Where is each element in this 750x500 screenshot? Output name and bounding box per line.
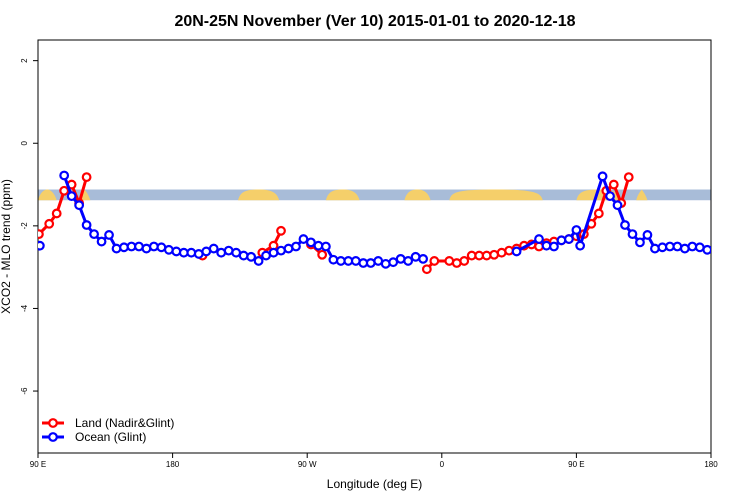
- x-axis-label: Longitude (deg E): [327, 477, 422, 491]
- data-point-ocean: [171, 246, 182, 257]
- x-tick-label: 90 E: [30, 460, 46, 469]
- data-point-ocean: [612, 200, 623, 211]
- y-tick-label: 2: [20, 58, 29, 63]
- data-point-ocean: [418, 253, 429, 264]
- data-point-ocean: [597, 171, 608, 182]
- data-point-ocean: [253, 256, 264, 266]
- legend: Land (Nadir&Glint) Ocean (Glint): [42, 416, 174, 444]
- data-point-ocean: [291, 241, 301, 252]
- legend-label-land: Land (Nadir&Glint): [75, 416, 174, 430]
- data-point-ocean: [627, 229, 638, 240]
- data-point-ocean: [388, 257, 399, 268]
- data-point-land: [317, 249, 328, 260]
- y-axis-label: XCO2 - MLO trend (ppm): [0, 179, 13, 314]
- legend-label-ocean: Ocean (Glint): [75, 430, 146, 444]
- data-point-land: [421, 264, 432, 275]
- data-point-land: [44, 218, 55, 229]
- data-point-ocean: [635, 237, 645, 248]
- x-tick-label: 180: [166, 460, 180, 469]
- chart-title: 20N-25N November (Ver 10) 2015-01-01 to …: [174, 13, 575, 30]
- data-point-ocean: [104, 230, 114, 240]
- x-tick-label: 180: [704, 460, 718, 469]
- data-point-ocean: [549, 241, 559, 252]
- data-point-land: [429, 256, 440, 266]
- data-point-land: [59, 185, 70, 196]
- y-tick-label: -6: [20, 387, 29, 395]
- legend-swatch-land-marker: [48, 418, 58, 428]
- data-point-ocean: [96, 236, 107, 247]
- y-tick-label: 0: [20, 140, 29, 145]
- series-layer: [38, 170, 711, 275]
- map-band-land-3: [325, 189, 360, 201]
- data-point-ocean: [556, 235, 567, 246]
- data-point-ocean: [328, 254, 339, 265]
- data-point-ocean: [320, 241, 331, 252]
- data-point-ocean: [534, 234, 544, 244]
- data-point-ocean: [650, 243, 660, 254]
- map-band-land-7: [636, 189, 648, 201]
- data-point-ocean: [66, 191, 77, 202]
- data-point-land: [38, 229, 44, 240]
- data-point-ocean: [81, 220, 92, 230]
- data-point-land: [623, 172, 634, 183]
- data-point-ocean: [89, 229, 99, 240]
- x-axis: 90 E 180 90 W 0 90 E 180: [30, 453, 718, 469]
- legend-item-land: Land (Nadir&Glint): [42, 416, 174, 430]
- data-point-land: [593, 208, 604, 219]
- map-band-land-0: [38, 189, 57, 201]
- data-point-ocean: [571, 225, 582, 235]
- data-point-land: [51, 208, 62, 219]
- data-point-ocean: [238, 250, 249, 261]
- data-point-land: [81, 172, 92, 183]
- data-point-ocean: [511, 246, 522, 257]
- map-band-land-4: [404, 189, 431, 201]
- map-band-ocean: [38, 189, 711, 201]
- data-point-ocean: [403, 256, 414, 266]
- data-point-ocean: [246, 251, 257, 262]
- legend-item-ocean: Ocean (Glint): [42, 430, 146, 444]
- data-point-ocean: [575, 240, 586, 251]
- data-point-ocean: [38, 240, 45, 251]
- data-point-ocean: [642, 230, 653, 240]
- data-point-ocean: [380, 258, 391, 269]
- data-point-ocean: [59, 170, 70, 181]
- data-point-land: [608, 179, 619, 190]
- x-tick-label: 90 W: [298, 460, 317, 469]
- data-point-ocean: [620, 220, 630, 230]
- data-point-ocean: [605, 191, 615, 202]
- data-point-ocean: [306, 237, 316, 248]
- data-point-land: [459, 256, 470, 266]
- data-point-ocean: [111, 243, 122, 254]
- data-point-ocean: [74, 200, 85, 211]
- series-ocean: [38, 170, 711, 269]
- x-tick-label: 90 E: [568, 460, 584, 469]
- y-tick-label: -4: [20, 304, 29, 312]
- data-point-ocean: [186, 247, 197, 258]
- y-axis: 2 0 -2 -4 -6: [20, 58, 38, 395]
- x-tick-label: 0: [440, 460, 445, 469]
- legend-swatch-ocean-marker: [48, 432, 58, 442]
- data-point-ocean: [298, 234, 309, 244]
- data-point-land: [276, 225, 286, 236]
- data-point-ocean: [702, 244, 711, 255]
- data-point-ocean: [208, 243, 219, 254]
- y-tick-label: -2: [20, 222, 29, 230]
- data-point-ocean: [564, 234, 574, 244]
- data-point-ocean: [163, 244, 174, 255]
- map-band-land-2: [238, 189, 280, 201]
- map-band-land-5: [449, 189, 543, 201]
